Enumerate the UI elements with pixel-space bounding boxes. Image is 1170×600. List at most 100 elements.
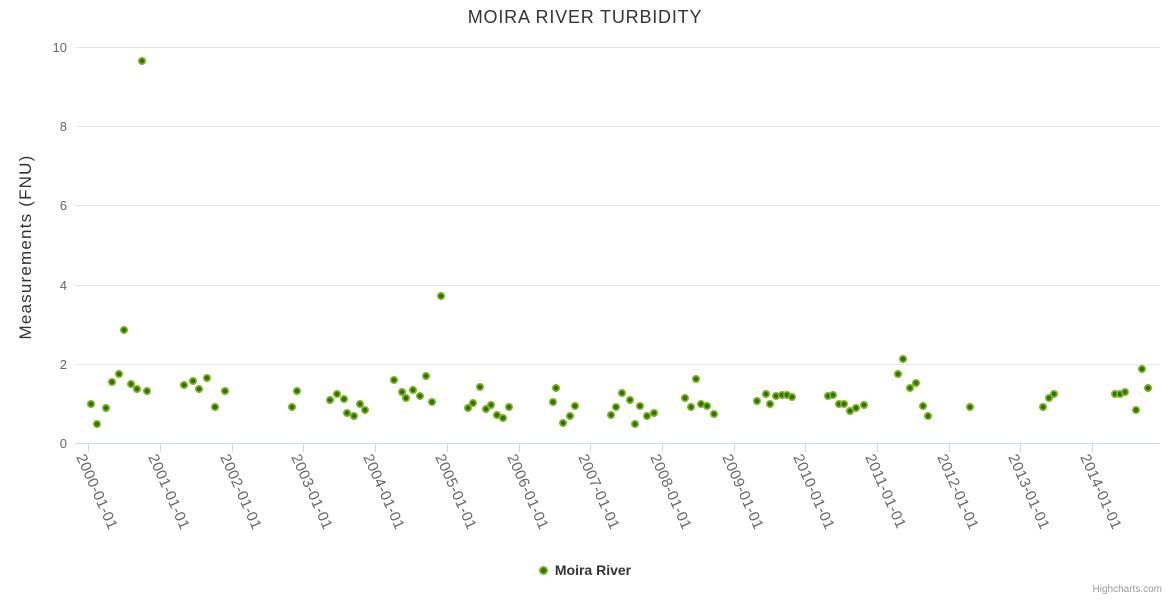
data-point[interactable] (93, 420, 101, 428)
data-point[interactable] (643, 412, 651, 420)
data-point[interactable] (1121, 388, 1129, 396)
data-point[interactable] (1132, 406, 1140, 414)
data-point[interactable] (487, 401, 495, 409)
data-point[interactable] (824, 392, 832, 400)
data-point[interactable] (846, 407, 854, 415)
x-axis-tick (303, 444, 304, 452)
data-point[interactable] (398, 388, 406, 396)
data-point[interactable] (612, 403, 620, 411)
data-point[interactable] (772, 392, 780, 400)
data-point[interactable] (860, 401, 868, 409)
data-point[interactable] (762, 390, 770, 398)
x-axis-tick (375, 444, 376, 452)
data-point[interactable] (552, 384, 560, 392)
data-point[interactable] (120, 326, 128, 334)
data-point[interactable] (894, 370, 902, 378)
data-point[interactable] (505, 403, 513, 411)
data-point[interactable] (783, 391, 791, 399)
data-point[interactable] (566, 412, 574, 420)
data-point[interactable] (1111, 390, 1119, 398)
highcharts-credit-link[interactable]: Highcharts.com (1092, 584, 1162, 595)
data-point[interactable] (138, 57, 146, 65)
data-point[interactable] (559, 419, 567, 427)
data-point[interactable] (333, 390, 341, 398)
data-point[interactable] (919, 402, 927, 410)
data-point[interactable] (1116, 390, 1124, 398)
data-point[interactable] (607, 411, 615, 419)
data-point[interactable] (102, 404, 110, 412)
data-point[interactable] (912, 379, 920, 387)
data-point[interactable] (428, 398, 436, 406)
data-point[interactable] (464, 404, 472, 412)
data-point[interactable] (906, 384, 914, 392)
gridline (75, 126, 1160, 127)
data-point[interactable] (835, 400, 843, 408)
data-point[interactable] (350, 412, 358, 420)
data-point[interactable] (697, 400, 705, 408)
y-axis-label: 6 (59, 198, 67, 213)
x-axis-tick (590, 444, 591, 452)
data-point[interactable] (482, 405, 490, 413)
data-point[interactable] (469, 399, 477, 407)
data-point[interactable] (549, 398, 557, 406)
data-point[interactable] (326, 396, 334, 404)
data-point[interactable] (703, 402, 711, 410)
data-point[interactable] (1138, 365, 1146, 373)
data-point[interactable] (293, 387, 301, 395)
data-point[interactable] (343, 409, 351, 417)
data-point[interactable] (788, 393, 796, 401)
data-point[interactable] (924, 412, 932, 420)
data-point[interactable] (681, 394, 689, 402)
data-point[interactable] (195, 385, 203, 393)
data-point[interactable] (650, 409, 658, 417)
data-point[interactable] (87, 400, 95, 408)
data-point[interactable] (422, 372, 430, 380)
data-point[interactable] (766, 400, 774, 408)
data-point[interactable] (692, 375, 700, 383)
data-point[interactable] (437, 292, 445, 300)
data-point[interactable] (143, 387, 151, 395)
data-point[interactable] (636, 402, 644, 410)
data-point[interactable] (966, 403, 974, 411)
data-point[interactable] (115, 370, 123, 378)
x-axis-tick (447, 444, 448, 452)
data-point[interactable] (1050, 390, 1058, 398)
data-point[interactable] (288, 403, 296, 411)
data-point[interactable] (1039, 403, 1047, 411)
data-point[interactable] (133, 385, 141, 393)
data-point[interactable] (211, 403, 219, 411)
data-point[interactable] (180, 381, 188, 389)
legend-item[interactable]: Moira River (0, 562, 1170, 578)
data-point[interactable] (356, 400, 364, 408)
data-point[interactable] (402, 394, 410, 402)
data-point[interactable] (1144, 384, 1152, 392)
data-point[interactable] (829, 391, 837, 399)
data-point[interactable] (571, 402, 579, 410)
data-point[interactable] (687, 403, 695, 411)
data-point[interactable] (189, 377, 197, 385)
data-point[interactable] (416, 392, 424, 400)
data-point[interactable] (840, 400, 848, 408)
data-point[interactable] (127, 380, 135, 388)
data-point[interactable] (710, 410, 718, 418)
data-point[interactable] (899, 355, 907, 363)
data-point[interactable] (778, 391, 786, 399)
data-point[interactable] (493, 411, 501, 419)
data-point[interactable] (1045, 394, 1053, 402)
data-point[interactable] (852, 404, 860, 412)
x-axis-tick (1020, 444, 1021, 452)
data-point[interactable] (409, 386, 417, 394)
data-point[interactable] (203, 374, 211, 382)
data-point[interactable] (476, 383, 484, 391)
data-point[interactable] (499, 414, 507, 422)
data-point[interactable] (631, 420, 639, 428)
data-point[interactable] (390, 376, 398, 384)
data-point[interactable] (108, 378, 116, 386)
data-point[interactable] (626, 396, 634, 404)
data-point[interactable] (753, 397, 761, 405)
data-point[interactable] (221, 387, 229, 395)
data-point[interactable] (618, 389, 626, 397)
data-point[interactable] (340, 395, 348, 403)
data-point[interactable] (361, 406, 369, 414)
